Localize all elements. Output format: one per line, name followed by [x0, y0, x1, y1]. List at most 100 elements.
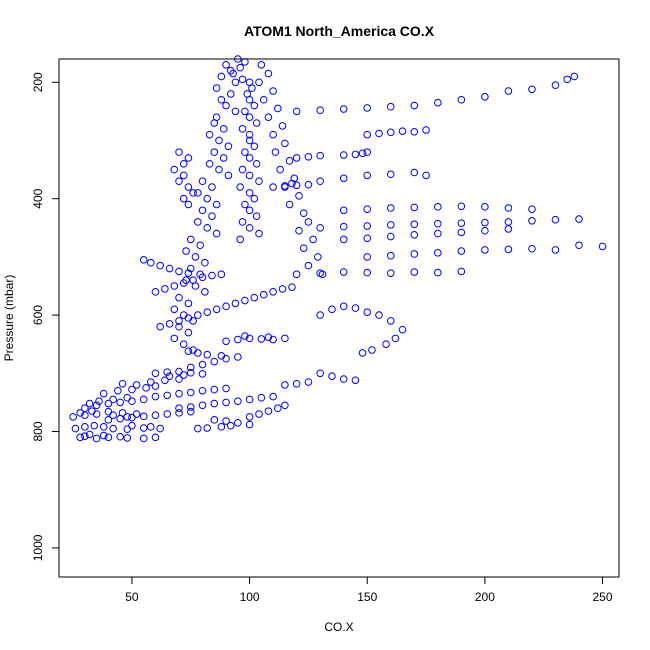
data-point [410, 101, 419, 110]
data-point [139, 395, 148, 404]
data-point [196, 270, 204, 279]
data-point [191, 282, 200, 290]
data-point [238, 75, 247, 84]
data-point [179, 194, 188, 203]
data-point [398, 325, 407, 334]
data-point [422, 171, 430, 180]
data-point [276, 165, 284, 174]
data-point [170, 165, 179, 174]
x-axis: 50 100 150 200 250 [125, 576, 613, 604]
data-point [434, 249, 442, 257]
data-point [281, 183, 289, 191]
data-point [410, 250, 419, 258]
data-point [328, 372, 336, 381]
data-point [504, 218, 513, 226]
data-point [241, 296, 249, 305]
data-point [363, 253, 372, 261]
data-point [76, 409, 84, 417]
data-point [234, 353, 242, 361]
data-point [351, 376, 360, 385]
data-point [241, 200, 249, 209]
data-point [165, 372, 174, 381]
data-point [170, 282, 179, 290]
data-point [189, 189, 197, 197]
data-point [142, 384, 150, 392]
y-axis: 200 400 600 800 1000 [31, 72, 60, 561]
y-tick-label: 400 [31, 188, 45, 208]
data-point [76, 433, 84, 442]
data-point [299, 209, 308, 218]
data-point [382, 340, 390, 348]
data-point [299, 244, 308, 252]
data-point [292, 181, 301, 190]
data-point [241, 58, 249, 66]
data-point [184, 183, 193, 191]
data-point [386, 221, 395, 229]
data-point [245, 395, 254, 404]
data-point [292, 154, 301, 162]
data-point [151, 369, 160, 378]
data-point [186, 363, 195, 372]
y-tick-label: 600 [31, 305, 45, 325]
data-point [551, 246, 560, 254]
data-point [226, 90, 235, 98]
data-point [398, 127, 407, 135]
data-point [551, 215, 560, 224]
data-point [203, 194, 212, 203]
data-point [245, 206, 254, 215]
data-point [245, 171, 254, 180]
data-point [231, 299, 240, 308]
data-point [217, 423, 226, 431]
data-point [457, 219, 466, 227]
data-point [257, 393, 266, 402]
x-axis-label: CO.X [324, 620, 353, 634]
data-point [208, 183, 216, 191]
data-point [179, 311, 188, 319]
data-point [375, 311, 383, 319]
data-point [175, 293, 183, 302]
data-point [386, 102, 395, 111]
data-point [118, 379, 127, 388]
data-point [165, 264, 174, 273]
data-point [245, 130, 254, 139]
data-point [222, 302, 230, 311]
data-point [255, 410, 263, 418]
data-point [219, 125, 228, 133]
chart-title: ATOM1 North_America CO.X [244, 23, 435, 39]
data-point [161, 376, 169, 385]
data-point [104, 407, 113, 416]
data-point [104, 416, 113, 424]
data-point [81, 404, 89, 413]
data-point [88, 407, 96, 415]
data-point [457, 228, 466, 237]
data-point [212, 305, 221, 314]
data-point [210, 385, 219, 394]
data-point [269, 392, 277, 401]
data-point [198, 360, 207, 369]
data-point [139, 434, 148, 443]
data-point [245, 413, 254, 421]
data-point [598, 242, 607, 251]
data-point [422, 126, 430, 134]
data-point [264, 69, 273, 78]
data-point [182, 276, 190, 284]
data-point [146, 258, 155, 267]
data-point [203, 223, 212, 232]
data-point [314, 253, 322, 261]
data-point [194, 424, 202, 433]
data-point [151, 288, 160, 296]
data-point [238, 218, 247, 226]
data-point [328, 305, 336, 314]
data-point [201, 288, 209, 296]
data-point [238, 125, 247, 133]
data-point [179, 371, 188, 379]
data-point [184, 269, 193, 277]
data-point [278, 122, 287, 130]
x-tick-label: 100 [240, 590, 260, 604]
data-point [222, 384, 230, 393]
data-point [410, 168, 419, 177]
data-point [215, 136, 223, 145]
data-point [281, 334, 289, 343]
data-point [212, 229, 221, 238]
